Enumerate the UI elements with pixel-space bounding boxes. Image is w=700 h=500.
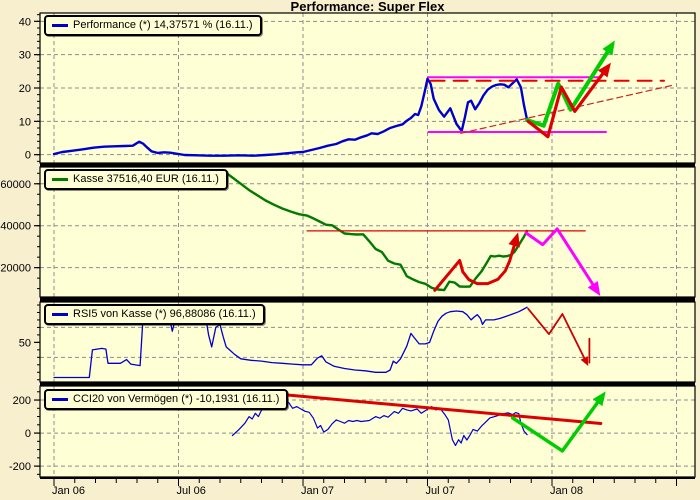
panel-separator <box>40 297 695 302</box>
kasse-projection-magenta-arrow[interactable] <box>524 227 601 297</box>
rsi5-line-swatch <box>52 312 68 316</box>
legend-performance-label: Performance (*) 14,37571 % (16.11.) <box>73 19 253 31</box>
legend-kasse-label: Kasse 37516,40 EUR (16.11.) <box>73 173 219 185</box>
performance-series[interactable] <box>52 77 529 157</box>
rsi5-projection-red-zigzag-arrow[interactable] <box>527 307 589 366</box>
y-tick-label: 10 <box>19 116 31 128</box>
x-tick-label: Jul 07 <box>426 485 455 497</box>
panel-separator <box>40 163 695 167</box>
y-tick-label: 0 <box>25 150 31 162</box>
performance-line-swatch <box>52 23 68 27</box>
panel-performance <box>39 12 696 164</box>
x-tick-label: Jul 06 <box>177 485 206 497</box>
kasse-line-swatch <box>52 177 68 181</box>
performance-y-axis: 0 10 20 30 40 <box>19 14 40 162</box>
x-tick-label: Jan 08 <box>550 485 583 497</box>
y-tick-label: 40 <box>19 16 31 28</box>
y-tick-label: 30 <box>19 50 31 62</box>
legend-rsi5[interactable]: RSI5 von Kasse (*) 96,88086 (16.11.) <box>44 304 265 325</box>
kasse-y-axis: 20000 40000 60000 <box>0 172 40 290</box>
cci20-line-swatch <box>52 397 68 401</box>
performance-projection-red-arrow[interactable] <box>526 62 611 139</box>
panel-separator <box>40 382 695 386</box>
y-tick-label: 0 <box>25 428 31 440</box>
y-tick-label: -200 <box>9 461 31 473</box>
legend-rsi5-label: RSI5 von Kasse (*) 96,88086 (16.11.) <box>73 308 256 320</box>
legend-kasse[interactable]: Kasse 37516,40 EUR (16.11.) <box>44 169 228 190</box>
cci20-y-axis: -200 0 200 <box>9 391 40 475</box>
y-tick-label: 60000 <box>0 179 31 191</box>
legend-performance[interactable]: Performance (*) 14,37571 % (16.11.) <box>44 15 262 36</box>
chart-title: Performance: Super Flex <box>290 0 445 14</box>
y-tick-label: 200 <box>13 395 31 407</box>
x-tick-label: Jan 07 <box>301 485 334 497</box>
x-axis: Jan 06 Jul 06 Jan 07 Jul 07 Jan 08 <box>52 479 677 497</box>
x-tick-label: Jan 06 <box>52 485 85 497</box>
legend-cci20[interactable]: CCI20 von Vermögen (*) -10,1931 (16.11.) <box>44 389 289 410</box>
y-tick-label: 20000 <box>0 263 31 275</box>
y-tick-label: 40000 <box>0 221 31 233</box>
kasse-cup-red-arrow[interactable] <box>433 232 520 292</box>
performance-trend-line-red-dashed[interactable] <box>460 84 674 134</box>
x-axis-line <box>40 477 695 479</box>
y-tick-label: 20 <box>19 83 31 95</box>
performance-projection-green-arrow[interactable] <box>525 40 615 128</box>
y-tick-label: 50 <box>19 337 31 349</box>
legend-cci20-label: CCI20 von Vermögen (*) -10,1931 (16.11.) <box>73 393 280 405</box>
rsi5-y-axis: 50 <box>19 304 40 381</box>
cci20-trend-line-red[interactable] <box>272 392 603 425</box>
cci20-projection-green-arrow[interactable] <box>510 391 606 453</box>
